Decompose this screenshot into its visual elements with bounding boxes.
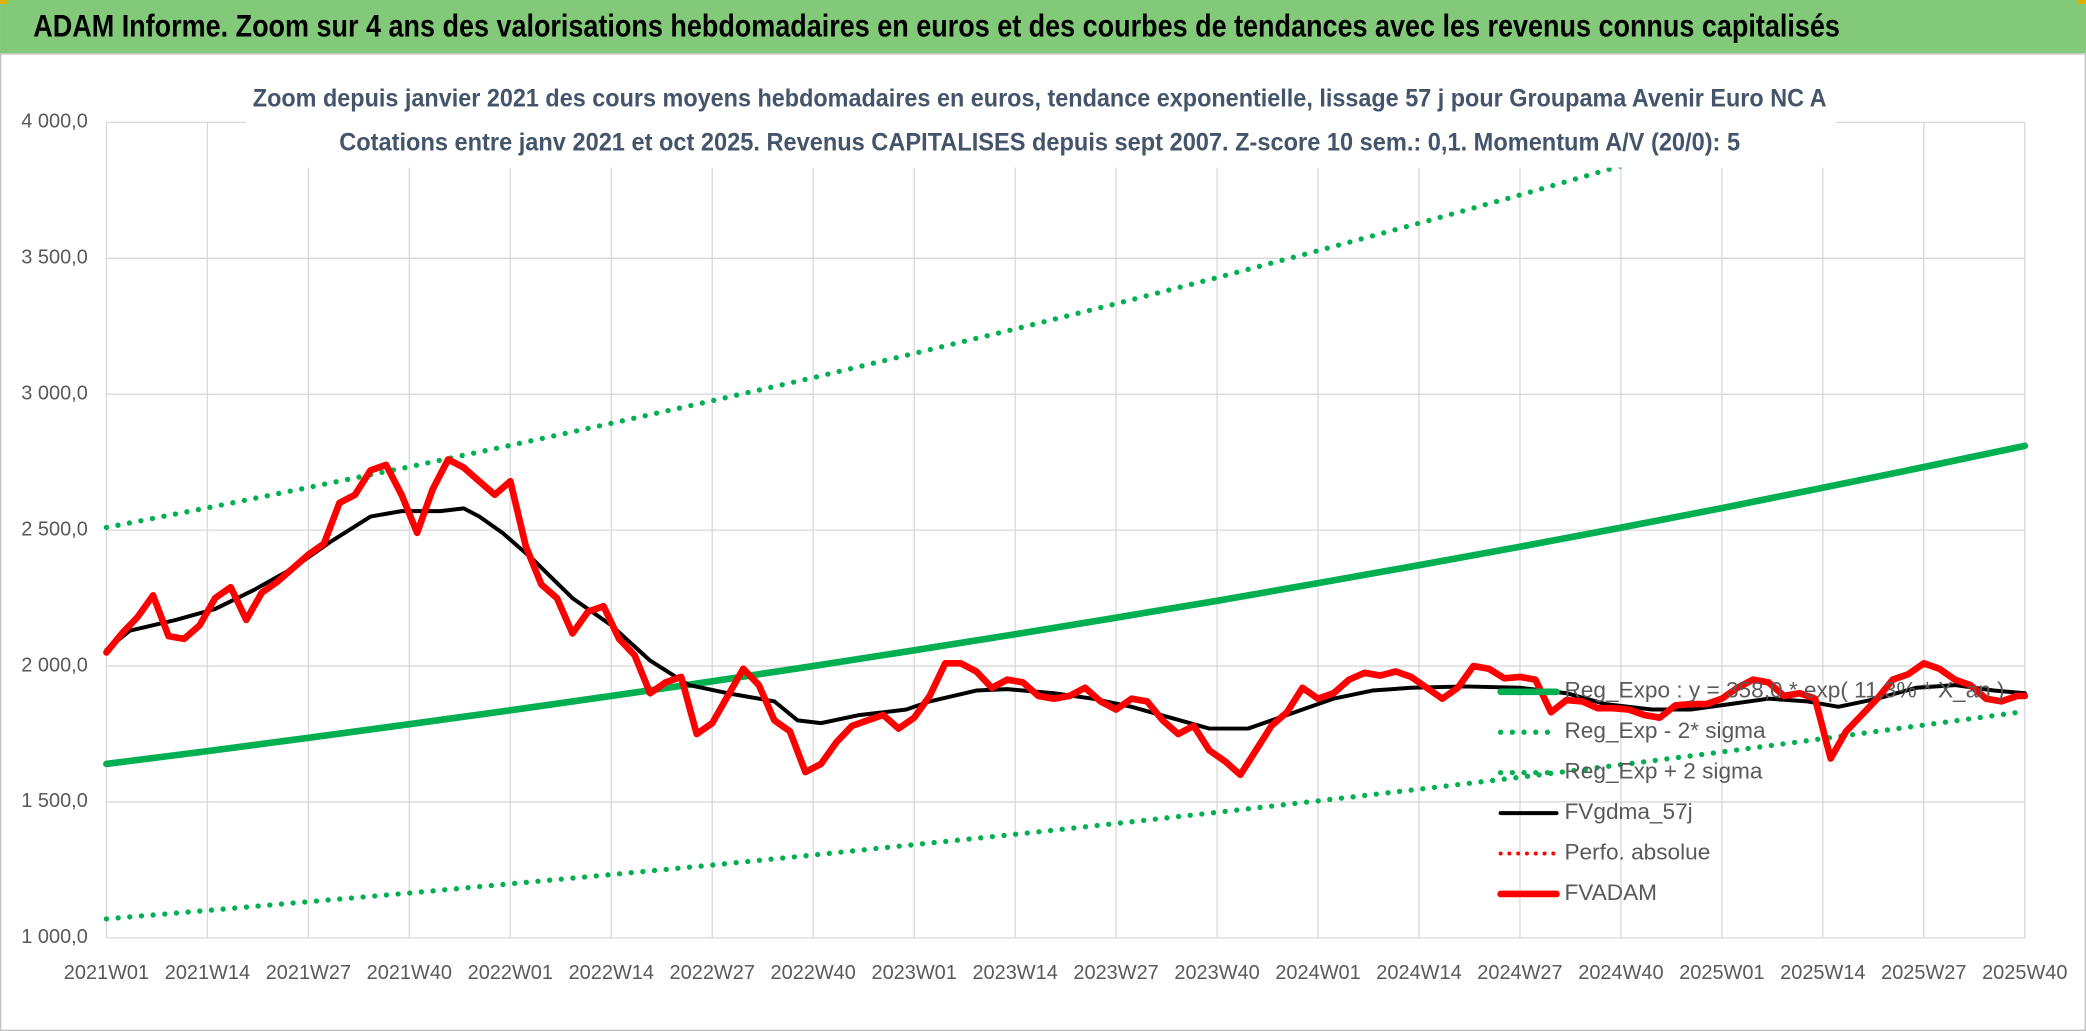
x-tick-label: 2025W01 [1679, 962, 1764, 984]
subtitle-box [246, 74, 1836, 168]
legend-label: Reg_Expo : y = 358,0 * exp( 11,3% * X_an… [1564, 678, 2004, 703]
corner [0, 0, 9, 4]
x-tick-label: 2024W40 [1578, 962, 1663, 984]
x-tick-label: 2024W01 [1275, 962, 1360, 984]
x-tick-label: 2023W01 [871, 962, 956, 984]
header-title: ADAM Informe. Zoom sur 4 ans des valoris… [33, 7, 1840, 43]
x-tick-label: 2021W01 [64, 962, 149, 984]
x-tick-label: 2024W27 [1477, 962, 1562, 984]
legend-label: FVgdma_57j [1564, 799, 1692, 824]
chart-frame [0, 53, 2086, 1031]
series-line [103, 456, 2029, 779]
x-tick-label: 2021W27 [266, 962, 351, 984]
series-group [103, 118, 2029, 922]
legend-label: Reg_Exp - 2* sigma [1564, 718, 1765, 743]
x-tick-label: 2022W14 [569, 962, 654, 984]
y-tick-label: 3 500,0 [21, 247, 88, 269]
x-tick-label: 2022W40 [771, 962, 856, 984]
series-line [103, 442, 2029, 768]
x-tick-label: 2023W14 [972, 962, 1057, 984]
y-tick-label: 1 000,0 [21, 926, 88, 948]
x-tick-label: 2024W14 [1376, 962, 1461, 984]
x-tick-label: 2022W27 [670, 962, 755, 984]
x-tick-label: 2025W40 [1982, 962, 2067, 984]
x-tick-label: 2022W01 [468, 962, 553, 984]
legend-label: Reg_Exp + 2 sigma [1564, 759, 1762, 784]
x-tick-label: 2023W40 [1174, 962, 1259, 984]
chart-subtitle: Zoom depuis janvier 2021 des cours moyen… [253, 84, 1827, 112]
x-tick-label: 2025W14 [1780, 962, 1865, 984]
legend-label: FVADAM [1564, 880, 1657, 905]
header-band [0, 0, 2086, 54]
corner [2077, 0, 2086, 4]
y-tick-label: 4 000,0 [21, 111, 88, 133]
x-tick-label: 2023W27 [1073, 962, 1158, 984]
y-tick-label: 3 000,0 [21, 382, 88, 404]
legend-label: Perfo. absolue [1564, 840, 1710, 865]
chart-subtitle: Cotations entre janv 2021 et oct 2025. R… [339, 128, 1740, 156]
series-line [103, 118, 1788, 531]
y-tick-label: 1 500,0 [21, 790, 88, 812]
x-tick-label: 2025W27 [1881, 962, 1966, 984]
y-tick-label: 2 000,0 [21, 654, 88, 676]
x-tick-label: 2021W40 [367, 962, 452, 984]
x-tick-label: 2021W14 [165, 962, 250, 984]
y-tick-label: 2 500,0 [21, 518, 88, 540]
